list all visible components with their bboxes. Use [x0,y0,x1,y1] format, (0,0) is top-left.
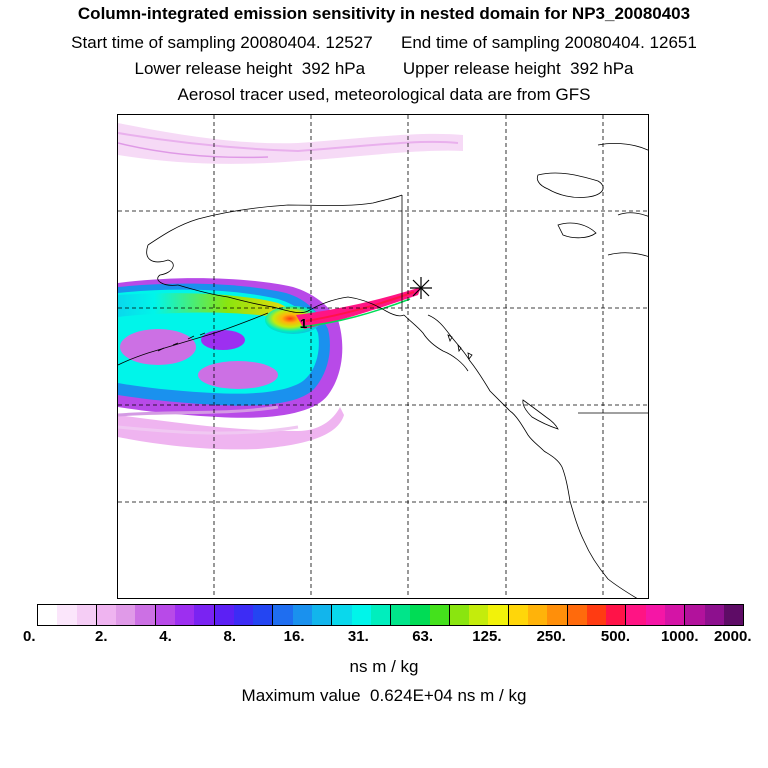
colorbar-segment [429,605,450,625]
colorbar-segment [410,605,430,625]
colorbar-tick-label: 1000. [660,628,699,645]
plot-title: Column-integrated emission sensitivity i… [77,4,691,23]
colorbar-segment [174,605,195,625]
colorbar-tick-label: 500. [600,628,631,645]
colorbar-segment [135,605,156,625]
colorbar-tick-label: 31. [347,628,369,645]
colorbar-segment [194,605,215,625]
colorbar-segment [586,605,607,625]
colorbar-tick-label: 16. [283,628,305,645]
colorbar-segment [723,605,744,625]
colorbar-segment [155,605,175,625]
map-canvas: 1 [118,115,648,598]
colorbar-segment [311,605,333,625]
colorbar-segment [233,605,254,625]
colorbar-tick-label: 63. [412,628,434,645]
colorbar-tick-label: 125. [472,628,502,645]
colorbar-segment [273,605,293,625]
colorbar-ticks: 0. 2. 4. 8. 16. 31. 63. 125. 250. 500. 1000. 2000. [0,628,768,650]
colorbar-units: ns m / kg [349,657,419,676]
colorbar-segment [391,605,411,625]
main-plume [118,278,421,450]
graticule [118,115,648,598]
colorbar-segment [685,605,705,625]
colorbar-tick-label: 250. [536,628,566,645]
colorbar-tick-label: 8. [223,628,237,645]
colorbar-segment [292,605,312,625]
colorbar-tick-label: 4. [159,628,172,645]
coastlines [118,143,648,598]
colorbar-segment [469,605,489,625]
colorbar-segment [567,605,587,625]
colorbar-segment [528,605,548,625]
colorbar-segment [332,605,352,625]
colorbar-segment [116,605,136,625]
northern-faint-plume [118,123,463,164]
colorbar-segment [626,605,646,625]
colorbar-segment [645,605,665,625]
sampling-time-line: Start time of sampling 20080404. 12527 E… [71,33,697,52]
colorbar-segment [547,605,568,625]
colorbar-segment [214,605,234,625]
colorbar-segment [488,605,509,625]
max-value-label: Maximum value 0.624E+04 ns m / kg [241,686,527,705]
colorbar-tick-label: 2. [95,628,108,645]
colorbar-segment [606,605,627,625]
station-marker: 1 [300,316,307,331]
colorbar [37,604,744,626]
colorbar-segment [38,605,58,625]
colorbar-tick-label: 2000. [713,628,752,645]
colorbar-segment [253,605,274,625]
release-point-star-icon [410,277,432,299]
colorbar-segment [57,605,77,625]
colorbar-tick-label: 0. [23,628,36,645]
colorbar-segment [665,605,686,625]
colorbar-segment [96,605,117,625]
colorbar-segment [704,605,724,625]
map-panel: 1 [117,114,649,599]
colorbar-segment [508,605,529,625]
release-height-line: Lower release height 392 hPa Upper relea… [134,59,634,78]
colorbar-segment [351,605,371,625]
tracer-info-line: Aerosol tracer used, meteorological data… [177,85,591,104]
colorbar-segment [449,605,470,625]
colorbar-segment [370,605,392,625]
colorbar-segment [76,605,97,625]
